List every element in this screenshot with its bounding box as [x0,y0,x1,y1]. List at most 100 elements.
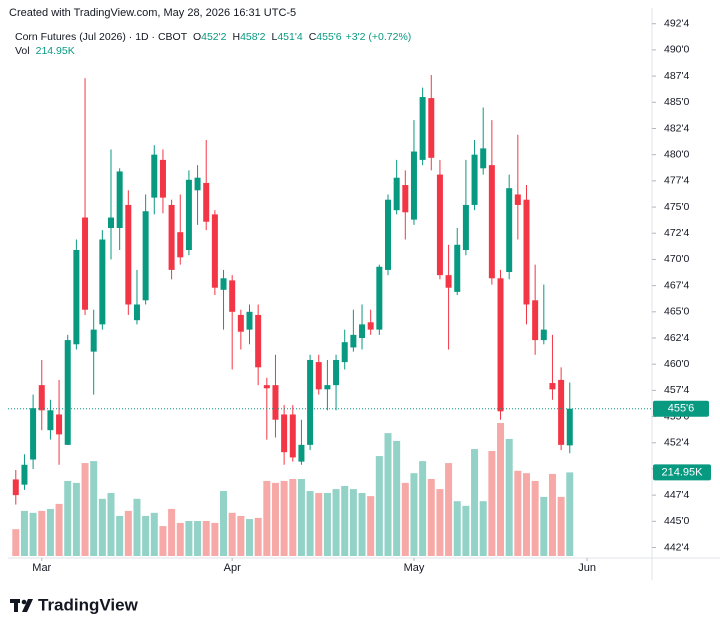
y-tick-label: 472'4 [664,227,690,239]
candle-body [419,97,426,160]
y-tick-label: 477'4 [664,175,690,187]
volume-bar [55,503,63,556]
volume-bar [332,489,340,556]
y-tick-label: 467'4 [664,279,690,291]
volume-bar [341,486,349,556]
candle-body [142,211,149,301]
candle-body [436,174,443,276]
volume-bar [142,515,150,556]
volume-bar [349,489,357,556]
candle-body [21,464,28,485]
volume-bar [427,479,435,556]
candle-body [263,385,270,389]
last-volume-box [653,464,711,481]
legend-value: 458'2 [240,31,266,43]
volume-bar [453,501,461,556]
volume-bar [29,512,37,556]
candle-body [549,383,556,390]
volume-bar [185,521,193,556]
volume-bar [90,461,98,556]
legend-value: 451'4 [277,31,303,43]
candle-body [47,410,54,431]
candle-body [255,314,262,368]
y-tick-label: 490'0 [664,44,690,56]
volume-bar [401,482,409,556]
volume-bar [471,449,479,556]
candle-body [393,177,400,211]
volume-bar [410,473,418,556]
y-tick-label: 457'4 [664,384,690,396]
volume-bar [384,433,392,556]
candle-body [333,360,340,386]
logo-icon [21,599,27,605]
volume-bar [271,482,279,556]
logo-text: TradingView [38,595,139,614]
candle-body [177,232,184,258]
candle-body [359,324,366,338]
candle-body [471,154,478,205]
candle-body [376,266,383,330]
y-tick-label: 462'4 [664,332,690,344]
candle-body [506,188,513,272]
volume-bar [436,489,444,556]
candle-body [523,199,530,305]
y-tick-label: 492'4 [664,17,690,29]
volume-bar [150,512,158,556]
candle-body [151,154,158,198]
volume-bar [220,491,228,556]
candle-body [56,414,63,435]
logo-icon [14,599,18,612]
y-tick-label: 475'0 [664,201,690,213]
volume-bar [107,493,115,556]
candle-body [38,385,45,411]
volume-bar [462,505,470,556]
candle-body [488,165,495,279]
candle-body [566,408,573,446]
candle-body [73,250,80,345]
legend-symbol: Corn Futures (Jul 2026) · 1D · CBOT [15,31,188,43]
candle-body [194,177,201,191]
legend-line: Corn Futures (Jul 2026) · 1D · CBOT O452'… [15,31,411,43]
volume-bar [306,491,314,556]
candle-body [315,362,322,390]
candle-body [229,280,236,312]
candle-body [298,444,305,462]
candle-body [324,385,331,390]
volume-bar [548,473,556,556]
volume-bar [540,496,548,556]
candle-body [462,204,469,250]
candle-body [341,342,348,363]
logo: TradingView [10,595,139,614]
candle-body [445,275,452,288]
candle-body [289,414,296,458]
candle-body [480,148,487,169]
candle-body [558,379,565,445]
volume-bar [254,517,262,556]
candle-body [211,214,218,288]
candle-body [30,408,37,460]
legend-volume-value: 214.95K [36,45,75,57]
candle-body [281,414,288,453]
volume-bar [46,508,54,556]
volume-bar [176,522,184,556]
candle-body [307,360,314,445]
volume-bar [531,480,539,556]
candle-body [272,385,279,420]
x-tick-label: May [404,562,425,574]
legend-key: C [309,31,317,43]
volume-bar [202,521,210,556]
candle-body [350,334,357,348]
last-price-box [653,400,709,417]
volume-bar [514,470,522,556]
volume-bar [566,472,574,556]
volume-bar [445,463,453,556]
candle-body [159,159,166,198]
volume-bar [116,515,124,556]
candle-body [384,199,391,270]
y-tick-label: 480'0 [664,148,690,160]
candle-body [410,151,417,220]
volume-bar [64,480,72,556]
last-price-label: 455'6 [668,403,695,415]
candle-body [514,194,521,205]
